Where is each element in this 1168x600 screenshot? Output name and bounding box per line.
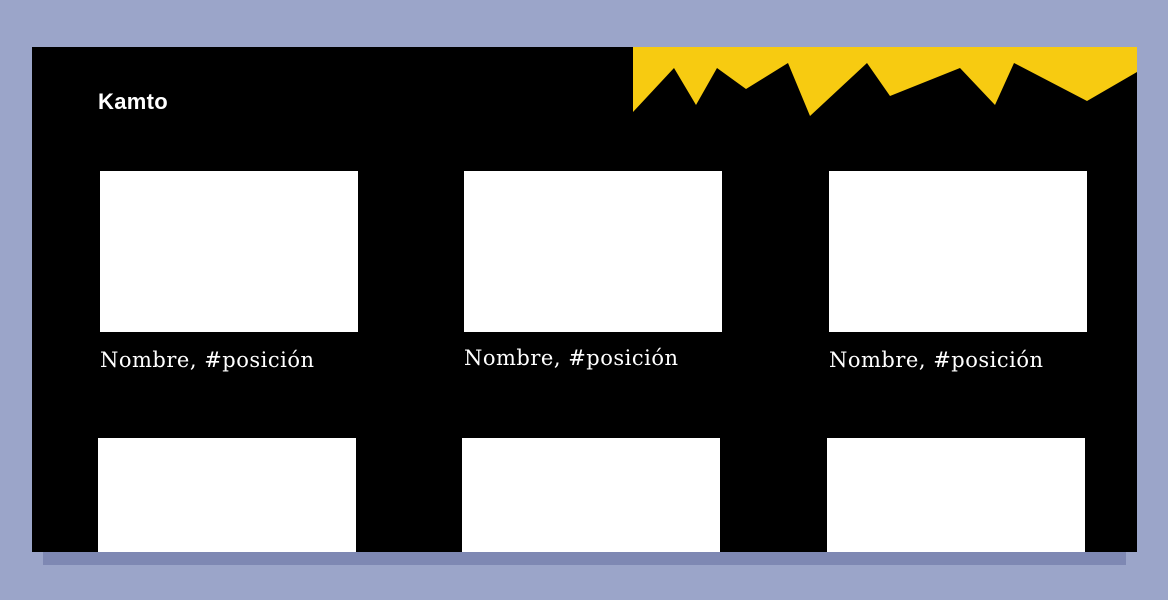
- member-photo-placeholder: [464, 171, 722, 332]
- yellow-zigzag-banner: [633, 47, 1137, 116]
- team-member-card: Nombre, #posición: [100, 171, 360, 373]
- team-member-card: [462, 438, 722, 552]
- member-photo-placeholder: [98, 438, 356, 552]
- team-member-card: Nombre, #posición: [464, 171, 724, 371]
- member-photo-placeholder: [462, 438, 720, 552]
- member-photo-placeholder: [827, 438, 1085, 552]
- team-member-card: [98, 438, 358, 552]
- member-caption: Nombre, #posición: [464, 346, 679, 370]
- member-photo-placeholder: [100, 171, 358, 332]
- member-photo-placeholder: [829, 171, 1087, 332]
- brand-title: Kamto: [98, 89, 168, 114]
- member-caption: Nombre, #posición: [829, 348, 1044, 372]
- team-member-card: Nombre, #posición: [829, 171, 1089, 373]
- member-caption: Nombre, #posición: [100, 348, 315, 372]
- team-member-card: [827, 438, 1087, 552]
- team-grid: Nombre, #posición Nombre, #posición Nomb…: [32, 47, 1137, 552]
- team-page: Kamto Nombre, #posición Nombre, #posició…: [32, 47, 1137, 552]
- zigzag-shape: [633, 47, 1137, 116]
